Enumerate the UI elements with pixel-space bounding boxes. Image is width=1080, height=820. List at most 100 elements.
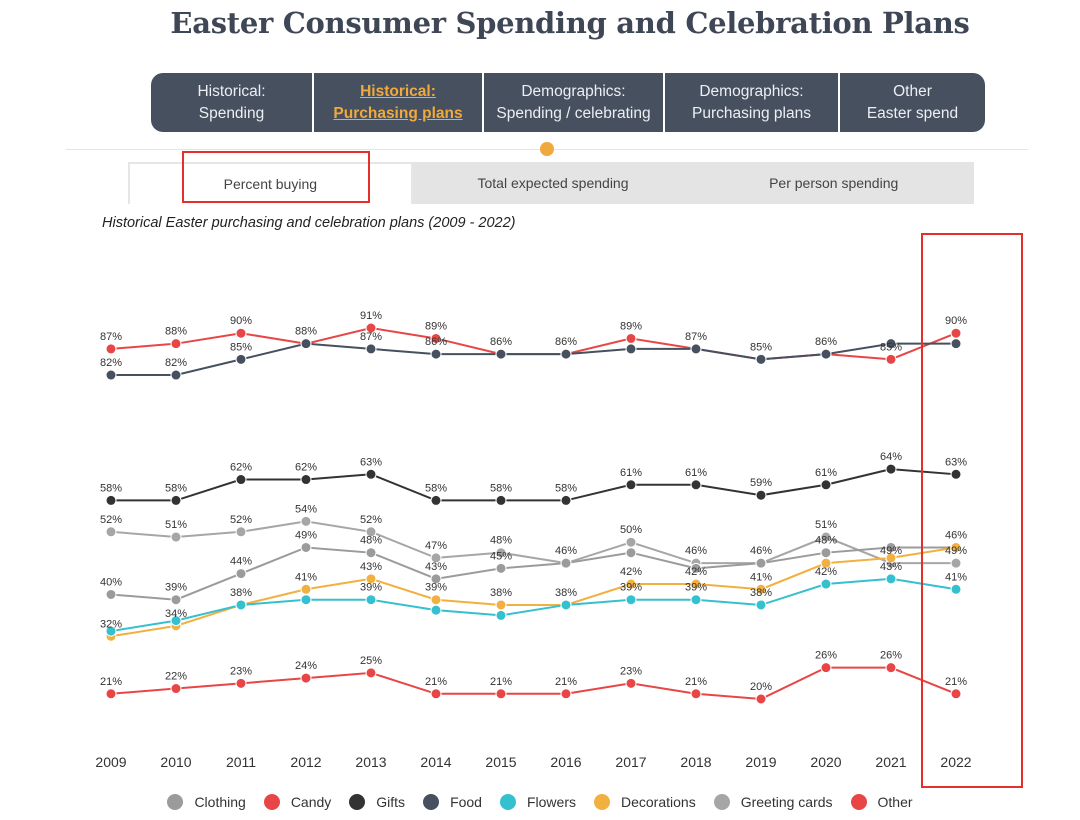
data-point-food — [105, 369, 117, 381]
data-label-other: 21% — [685, 676, 707, 688]
data-point-gifts — [625, 479, 637, 491]
data-point-candy — [235, 327, 247, 339]
nav-tab-line1: Demographics: — [521, 82, 626, 100]
data-point-clothing — [105, 588, 117, 600]
data-label-candy: 88% — [295, 326, 317, 338]
data-label-candy: 91% — [360, 310, 382, 322]
subtab-percent-buying[interactable]: Percent buying — [128, 162, 413, 204]
data-label-food: 85% — [230, 341, 252, 353]
data-point-gifts — [885, 463, 897, 475]
data-point-food — [170, 369, 182, 381]
data-point-clothing — [495, 562, 507, 574]
data-point-greeting-cards — [430, 552, 442, 564]
legend-item-flowers[interactable]: Flowers — [499, 794, 576, 810]
data-label-candy: 86% — [555, 336, 577, 348]
data-label-other: 26% — [880, 650, 902, 662]
legend-item-gifts[interactable]: Gifts — [349, 794, 405, 810]
data-point-clothing — [430, 573, 442, 585]
data-label-greeting-cards: 52% — [360, 514, 382, 526]
data-label-other: 25% — [360, 655, 382, 667]
legend-item-other[interactable]: Other — [850, 794, 913, 810]
data-point-other — [820, 662, 832, 674]
legend-swatch — [423, 794, 440, 810]
nav-tab-historical-spending[interactable]: Historical: Spending — [151, 73, 314, 132]
data-point-food — [560, 348, 572, 360]
data-point-flowers — [560, 599, 572, 611]
nav-tab-demographics-purchasing[interactable]: Demographics: Purchasing plans — [665, 73, 840, 132]
data-label-greeting-cards: 46% — [750, 545, 772, 557]
data-label-decorations: 39% — [425, 582, 447, 594]
data-label-flowers: 43% — [880, 561, 902, 573]
data-label-gifts: 58% — [555, 482, 577, 494]
data-point-gifts — [560, 494, 572, 506]
annotation-highlight-box — [182, 151, 370, 203]
data-label-gifts: 58% — [490, 482, 512, 494]
data-point-gifts — [755, 489, 767, 501]
legend-item-clothing[interactable]: Clothing — [167, 794, 246, 810]
data-point-other — [885, 662, 897, 674]
annotation-highlight-box-2022 — [921, 233, 1023, 788]
series-line-clothing — [110, 546, 956, 601]
data-point-other — [755, 693, 767, 705]
data-point-food — [950, 338, 962, 350]
data-label-food: 82% — [100, 357, 122, 369]
data-point-food — [430, 348, 442, 360]
data-point-gifts — [170, 494, 182, 506]
data-label-greeting-cards: 51% — [165, 519, 187, 531]
data-point-gifts — [300, 474, 312, 486]
x-tick-label: 2020 — [810, 754, 841, 770]
data-point-flowers — [170, 615, 182, 627]
nav-tab-line2: Purchasing plans — [333, 104, 463, 122]
data-label-gifts: 63% — [945, 456, 967, 468]
data-point-flowers — [300, 594, 312, 606]
nav-tab-historical-purchasing-plans[interactable]: Historical: Purchasing plans — [314, 73, 484, 132]
legend-item-food[interactable]: Food — [423, 794, 482, 810]
data-point-flowers — [885, 573, 897, 585]
data-label-gifts: 61% — [620, 467, 642, 479]
data-label-decorations: 42% — [685, 566, 707, 578]
data-label-other: 21% — [425, 676, 447, 688]
subtab-total-expected-spending[interactable]: Total expected spending — [412, 162, 694, 204]
x-tick-label: 2014 — [420, 754, 451, 770]
data-point-food — [495, 348, 507, 360]
data-label-gifts: 58% — [425, 482, 447, 494]
nav-tab-demographics-spending[interactable]: Demographics: Spending / celebrating — [484, 73, 665, 132]
data-point-greeting-cards — [950, 557, 962, 569]
data-label-candy: 86% — [490, 336, 512, 348]
data-label-clothing: 49% — [295, 529, 317, 541]
x-tick-label: 2015 — [485, 754, 516, 770]
data-label-flowers: 39% — [620, 582, 642, 594]
legend-item-greeting-cards[interactable]: Greeting cards — [713, 794, 833, 810]
data-label-gifts: 59% — [750, 477, 772, 489]
series-line-food — [111, 342, 956, 377]
data-point-gifts — [430, 494, 442, 506]
data-point-clothing — [820, 547, 832, 559]
data-point-gifts — [495, 494, 507, 506]
data-point-other — [430, 688, 442, 700]
x-tick-label: 2012 — [290, 754, 321, 770]
legend-item-candy[interactable]: Candy — [263, 794, 331, 810]
data-label-clothing: 40% — [100, 576, 122, 588]
data-label-decorations: 34% — [165, 608, 187, 620]
nav-tab-other-easter-spend[interactable]: Other Easter spend — [840, 73, 985, 132]
data-label-candy: 85% — [750, 341, 772, 353]
series-line-greeting-cards — [110, 520, 956, 565]
data-label-decorations: 41% — [295, 571, 317, 583]
nav-tab-line1: Other — [893, 82, 932, 100]
data-point-other — [170, 683, 182, 695]
legend-swatch — [263, 794, 280, 810]
data-label-candy: 85% — [880, 341, 902, 353]
data-label-flowers: 38% — [750, 587, 772, 599]
data-point-flowers — [690, 594, 702, 606]
data-label-other: 26% — [815, 650, 837, 662]
data-label-other: 21% — [490, 676, 512, 688]
legend-item-decorations[interactable]: Decorations — [594, 794, 696, 810]
data-point-gifts — [950, 468, 962, 480]
data-point-food — [820, 348, 832, 360]
x-tick-label: 2017 — [615, 754, 646, 770]
data-point-clothing — [755, 557, 767, 569]
nav-tab-line2: Easter spend — [866, 104, 959, 122]
legend-swatch — [349, 794, 366, 810]
subtab-per-person-spending[interactable]: Per person spending — [693, 162, 975, 204]
data-label-other: 21% — [555, 676, 577, 688]
